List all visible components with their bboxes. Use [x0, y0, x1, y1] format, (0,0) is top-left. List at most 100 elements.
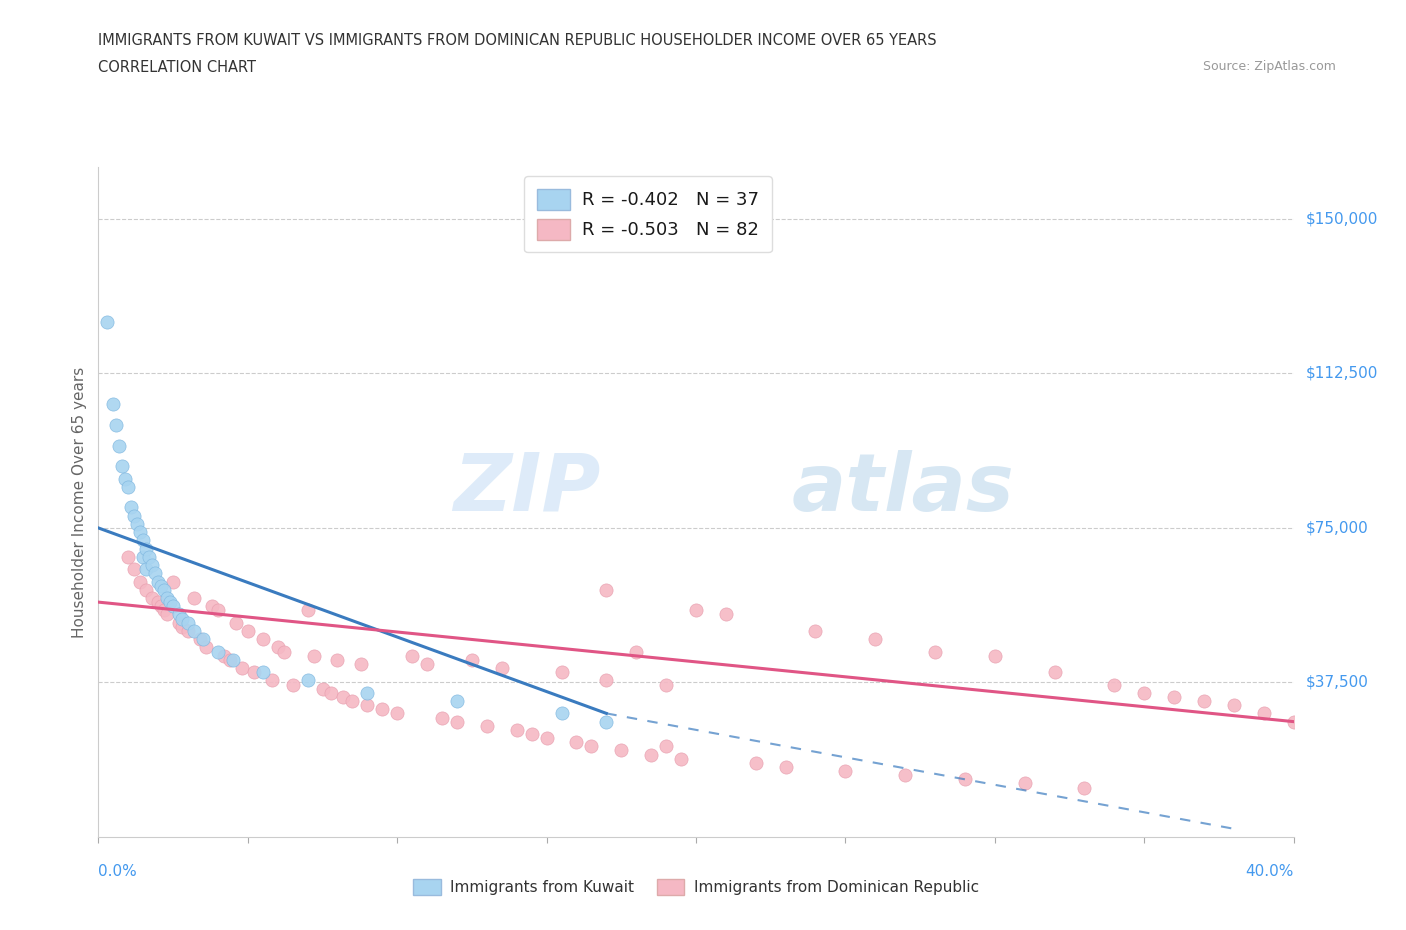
Point — [565, 735, 588, 750]
Text: $112,500: $112,500 — [1305, 365, 1378, 381]
Point — [326, 652, 349, 667]
Point — [416, 657, 439, 671]
Point — [595, 673, 617, 688]
Point — [714, 607, 737, 622]
Point — [655, 677, 678, 692]
Point — [685, 603, 707, 618]
Point — [177, 623, 200, 638]
Point — [148, 594, 170, 609]
Point — [103, 397, 125, 412]
Text: IMMIGRANTS FROM KUWAIT VS IMMIGRANTS FROM DOMINICAN REPUBLIC HOUSEHOLDER INCOME : IMMIGRANTS FROM KUWAIT VS IMMIGRANTS FRO… — [98, 33, 936, 47]
Point — [183, 591, 205, 605]
Point — [129, 574, 152, 589]
Point — [332, 689, 354, 704]
Point — [745, 755, 768, 770]
Point — [183, 623, 205, 638]
Text: CORRELATION CHART: CORRELATION CHART — [98, 60, 256, 75]
Point — [655, 739, 678, 754]
Point — [191, 631, 214, 646]
Point — [132, 550, 155, 565]
Point — [135, 562, 157, 577]
Point — [342, 694, 364, 709]
Point — [385, 706, 409, 721]
Point — [297, 673, 319, 688]
Point — [475, 718, 498, 733]
Text: atlas: atlas — [792, 450, 1014, 528]
Point — [194, 640, 218, 655]
Point — [804, 623, 827, 638]
Point — [260, 673, 283, 688]
Point — [610, 743, 633, 758]
Point — [321, 685, 343, 700]
Point — [143, 565, 166, 580]
Point — [138, 550, 160, 565]
Point — [446, 694, 468, 709]
Legend: Immigrants from Kuwait, Immigrants from Dominican Republic: Immigrants from Kuwait, Immigrants from … — [406, 871, 986, 903]
Point — [401, 648, 423, 663]
Point — [302, 648, 325, 663]
Point — [595, 714, 617, 729]
Point — [1223, 698, 1246, 712]
Point — [1253, 706, 1275, 721]
Point — [172, 611, 194, 626]
Point — [371, 702, 394, 717]
Text: $75,000: $75,000 — [1305, 521, 1368, 536]
Point — [520, 726, 543, 741]
Point — [156, 607, 179, 622]
Point — [1014, 776, 1036, 790]
Point — [834, 764, 856, 778]
Point — [640, 747, 662, 762]
Point — [350, 657, 373, 671]
Point — [491, 660, 513, 675]
Point — [311, 681, 333, 696]
Point — [135, 541, 157, 556]
Point — [550, 706, 572, 721]
Point — [207, 644, 229, 659]
Point — [212, 648, 235, 663]
Point — [225, 616, 247, 631]
Point — [167, 616, 190, 631]
Point — [207, 603, 229, 618]
Point — [156, 591, 179, 605]
Point — [120, 500, 142, 515]
Point — [167, 607, 190, 622]
Point — [124, 562, 146, 577]
Point — [1133, 685, 1156, 700]
Point — [865, 631, 887, 646]
Text: Source: ZipAtlas.com: Source: ZipAtlas.com — [1202, 60, 1336, 73]
Point — [117, 479, 139, 494]
Point — [159, 594, 181, 609]
Point — [1104, 677, 1126, 692]
Text: 40.0%: 40.0% — [1246, 864, 1294, 879]
Point — [153, 603, 176, 618]
Point — [267, 640, 290, 655]
Point — [105, 418, 128, 432]
Point — [108, 438, 131, 453]
Point — [430, 711, 453, 725]
Point — [550, 665, 572, 680]
Point — [243, 665, 266, 680]
Point — [506, 723, 529, 737]
Point — [983, 648, 1005, 663]
Point — [273, 644, 295, 659]
Point — [356, 685, 378, 700]
Point — [219, 652, 242, 667]
Point — [111, 458, 134, 473]
Point — [581, 739, 603, 754]
Point — [132, 533, 155, 548]
Point — [135, 582, 157, 597]
Point — [141, 591, 163, 605]
Point — [1282, 714, 1305, 729]
Point — [172, 619, 194, 634]
Point — [595, 582, 617, 597]
Point — [201, 599, 224, 614]
Point — [148, 574, 170, 589]
Point — [117, 550, 139, 565]
Point — [924, 644, 946, 659]
Point — [536, 731, 558, 746]
Point — [1043, 665, 1066, 680]
Point — [124, 508, 146, 523]
Point — [150, 599, 173, 614]
Point — [775, 760, 797, 775]
Point — [1163, 689, 1185, 704]
